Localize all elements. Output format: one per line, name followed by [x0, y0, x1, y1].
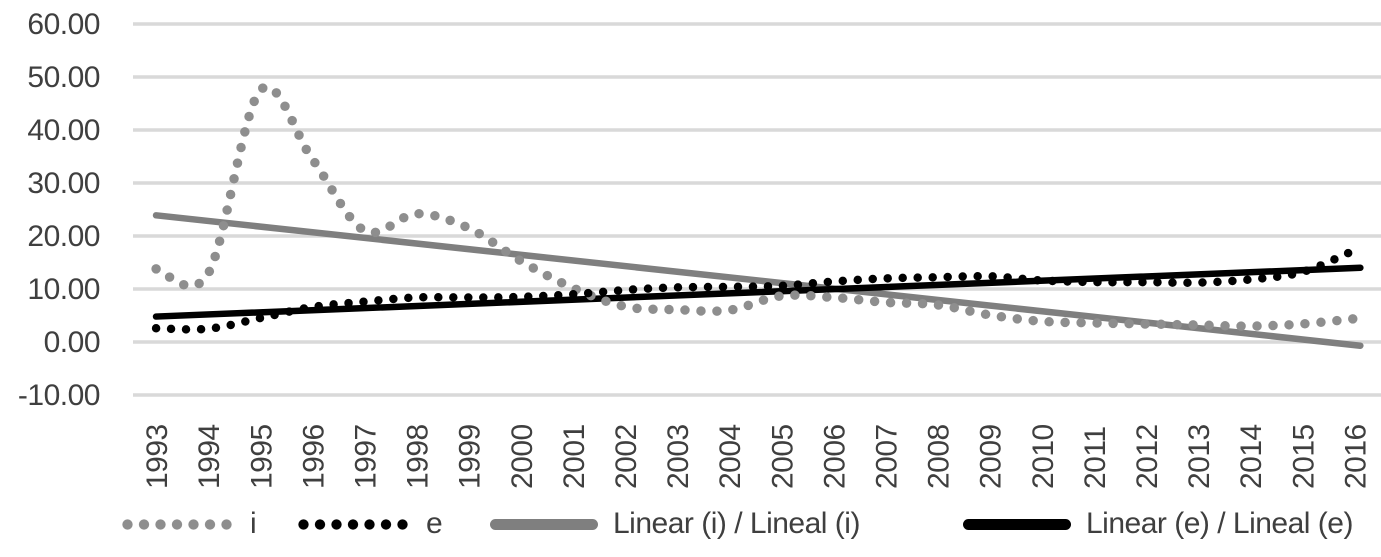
x-axis-label: 2013 — [1183, 424, 1216, 489]
x-axis-label: 2012 — [1131, 424, 1164, 489]
legend-item-e: e — [298, 498, 443, 550]
legend-swatch-linear-e — [963, 518, 1071, 530]
y-axis-label: 60.00 — [27, 8, 100, 41]
x-axis-label: 1995 — [245, 424, 278, 489]
legend-label-i: i — [250, 507, 257, 540]
chart-legend: i e Linear (i) / Lineal (i) Linear (e) /… — [0, 498, 1381, 557]
legend-swatch-linear-i — [490, 518, 598, 530]
x-axis-label: 2004 — [714, 424, 747, 489]
y-axis-label: 40.00 — [27, 114, 100, 147]
x-axis-label: 2005 — [766, 424, 799, 489]
y-axis-label: 0.00 — [44, 326, 100, 359]
series-e-dotted-line — [151, 246, 1359, 334]
legend-swatch-e-dotted — [298, 518, 411, 530]
x-axis-label: 2010 — [1027, 424, 1060, 489]
x-axis-label: 1994 — [193, 424, 226, 489]
x-axis-label: 2007 — [870, 424, 903, 489]
x-axis-label: 1998 — [402, 424, 435, 489]
legend-item-linear-e: Linear (e) / Lineal (e) — [963, 498, 1353, 550]
x-axis-label: 2011 — [1079, 426, 1112, 489]
legend-label-linear-i: Linear (i) / Lineal (i) — [613, 507, 860, 540]
x-axis-label: 2016 — [1339, 424, 1372, 489]
x-axis-label: 2000 — [506, 424, 539, 489]
x-axis-label: 2009 — [975, 424, 1008, 489]
x-axis-label: 1999 — [454, 424, 487, 489]
x-axis-label: 1996 — [297, 424, 330, 489]
x-axis-label: 2001 — [558, 424, 591, 489]
legend-swatch-i-dotted — [122, 518, 235, 530]
y-axis-label: 30.00 — [27, 167, 100, 200]
x-axis-label: 2015 — [1287, 424, 1320, 489]
x-axis-label: 2002 — [610, 424, 643, 489]
legend-item-i: i — [122, 498, 257, 550]
y-axis-label: 10.00 — [27, 273, 100, 306]
legend-label-linear-e: Linear (e) / Lineal (e) — [1086, 507, 1353, 540]
legend-label-e: e — [426, 507, 443, 540]
trendline-e — [152, 264, 1364, 320]
chart-plot-area: 60.00 50.00 40.00 30.00 20.00 10.00 0.00 -10.00… — [18, 8, 1381, 489]
y-axis-label: -10.00 — [18, 379, 100, 412]
x-axis-label: 1993 — [141, 424, 174, 489]
x-axis-label: 2008 — [923, 424, 956, 489]
legend-item-linear-i: Linear (i) / Lineal (i) — [490, 498, 860, 550]
x-axis-label: 2014 — [1235, 424, 1268, 489]
y-axis-label: 50.00 — [27, 61, 100, 94]
x-axis-label: 2006 — [818, 424, 851, 489]
series-i-dotted-line — [151, 82, 1360, 331]
x-axis-label: 2003 — [662, 424, 695, 489]
x-axis-label: 1997 — [349, 424, 382, 489]
y-axis-label: 20.00 — [27, 220, 100, 253]
